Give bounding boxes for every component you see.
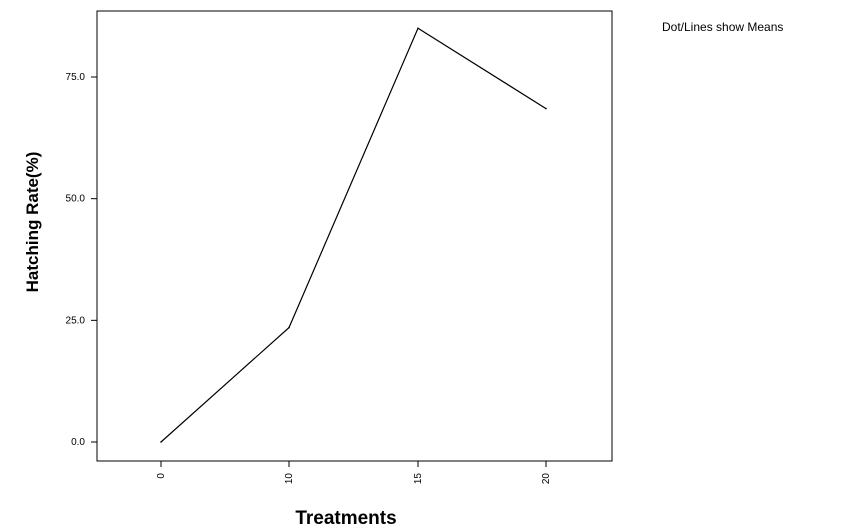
means-note: Dot/Lines show Means — [662, 20, 783, 34]
x-tick-label: 10 — [284, 473, 295, 485]
data-point — [160, 441, 162, 443]
series-line — [160, 27, 547, 443]
plot-frame — [96, 10, 613, 462]
x-axis-title: Treatments — [295, 508, 396, 529]
series-layer — [160, 27, 547, 443]
y-tick-label: 75.0 — [66, 72, 86, 83]
x-axis: 0 10 15 20 — [156, 461, 552, 484]
data-point — [417, 27, 419, 30]
y-axis-title: Hatching Rate(%) — [23, 152, 42, 293]
x-tick-label: 15 — [413, 473, 424, 485]
y-tick-label: 25.0 — [66, 315, 86, 326]
data-point — [288, 326, 290, 329]
y-tick-label: 50.0 — [66, 194, 86, 205]
data-point — [545, 107, 547, 110]
x-tick-label: 0 — [156, 473, 167, 479]
x-tick-label: 20 — [541, 473, 552, 485]
y-tick-label: 0.0 — [71, 437, 85, 448]
y-axis: 0.0 25.0 50.0 75.0 — [66, 72, 97, 448]
